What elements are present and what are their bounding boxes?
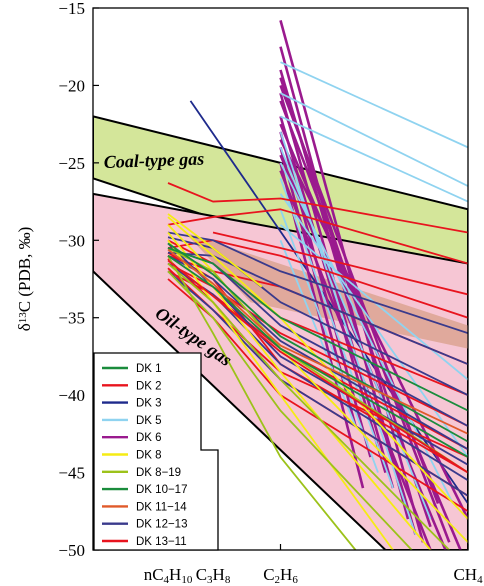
legend-label: DK 8 bbox=[136, 450, 162, 462]
series-line-dk-5 bbox=[280, 115, 468, 203]
y-tick-label: −25 bbox=[58, 154, 85, 173]
coal-type-gas-label: Coal-type gas bbox=[103, 149, 204, 172]
series-layer bbox=[167, 20, 468, 550]
y-tick-label: −35 bbox=[58, 309, 85, 328]
y-tick-label: −45 bbox=[58, 464, 85, 483]
series-line-dk-6 bbox=[279, 170, 432, 550]
series-line-dk-11-14 bbox=[167, 248, 468, 435]
zone-overlap bbox=[184, 232, 468, 349]
legend-label: DK 10−17 bbox=[136, 484, 187, 496]
legend-label: DK 8−19 bbox=[136, 467, 181, 479]
y-tick-label: −40 bbox=[58, 386, 85, 405]
legend-label: DK 2 bbox=[136, 380, 162, 392]
series-line-dk-2 bbox=[167, 239, 468, 319]
axes-layer: −15 −20 −25 −30 −35 −40 −45 −50 nC4H10 C3H8 C2H6 CH… bbox=[58, 0, 483, 586]
y-axis-label: δ13C (PDB, ‰) bbox=[15, 227, 34, 332]
legend-label: DK 3 bbox=[136, 398, 162, 410]
series-line-dk-5 bbox=[280, 61, 468, 149]
legend: DK 1 DK 2 DK 3 DK 5 DK 6 DK 8 DK 8−19 DK 10−17 D… bbox=[93, 352, 219, 551]
legend-label: DK 5 bbox=[136, 415, 162, 427]
series-line-dk-13-11 bbox=[167, 259, 468, 474]
series-line-dk-1 bbox=[167, 247, 468, 412]
series-line-dk-2 bbox=[167, 208, 468, 265]
series-line-dk-8 bbox=[167, 216, 468, 520]
series-line-dk-5 bbox=[279, 131, 417, 535]
series-line-dk-12-13 bbox=[167, 270, 468, 497]
y-tick-label: −20 bbox=[58, 76, 85, 95]
legend-label: DK 13−11 bbox=[136, 536, 187, 548]
series-line-dk-2 bbox=[167, 182, 468, 234]
series-line-dk-2 bbox=[212, 231, 468, 296]
series-line-dk-1 bbox=[167, 255, 468, 458]
legend-label: DK 6 bbox=[136, 432, 162, 444]
series-line-dk-5 bbox=[279, 178, 394, 489]
series-line-dk-5 bbox=[280, 92, 468, 187]
x-tick-label: CH4 bbox=[453, 565, 483, 586]
series-line-dk-12-13 bbox=[167, 251, 468, 366]
x-tick-label: C3H8 bbox=[196, 565, 231, 586]
series-line-dk-6 bbox=[279, 139, 468, 520]
y-tick-label: −15 bbox=[58, 0, 85, 18]
series-line-dk-8-19 bbox=[167, 255, 357, 550]
legend-label: DK 12−13 bbox=[136, 519, 187, 531]
series-line-dk-2 bbox=[167, 278, 468, 513]
series-line-dk-8-19 bbox=[167, 262, 450, 550]
series-line-dk-8 bbox=[167, 213, 263, 288]
y-tick-label: −50 bbox=[58, 541, 85, 560]
legend-label: DK 11−14 bbox=[136, 501, 187, 513]
x-tick-label: nC4H10 bbox=[144, 565, 193, 586]
x-tick-label: C2H6 bbox=[263, 565, 298, 586]
y-tick-label: −30 bbox=[58, 231, 85, 250]
legend-label: DK 1 bbox=[136, 363, 162, 375]
